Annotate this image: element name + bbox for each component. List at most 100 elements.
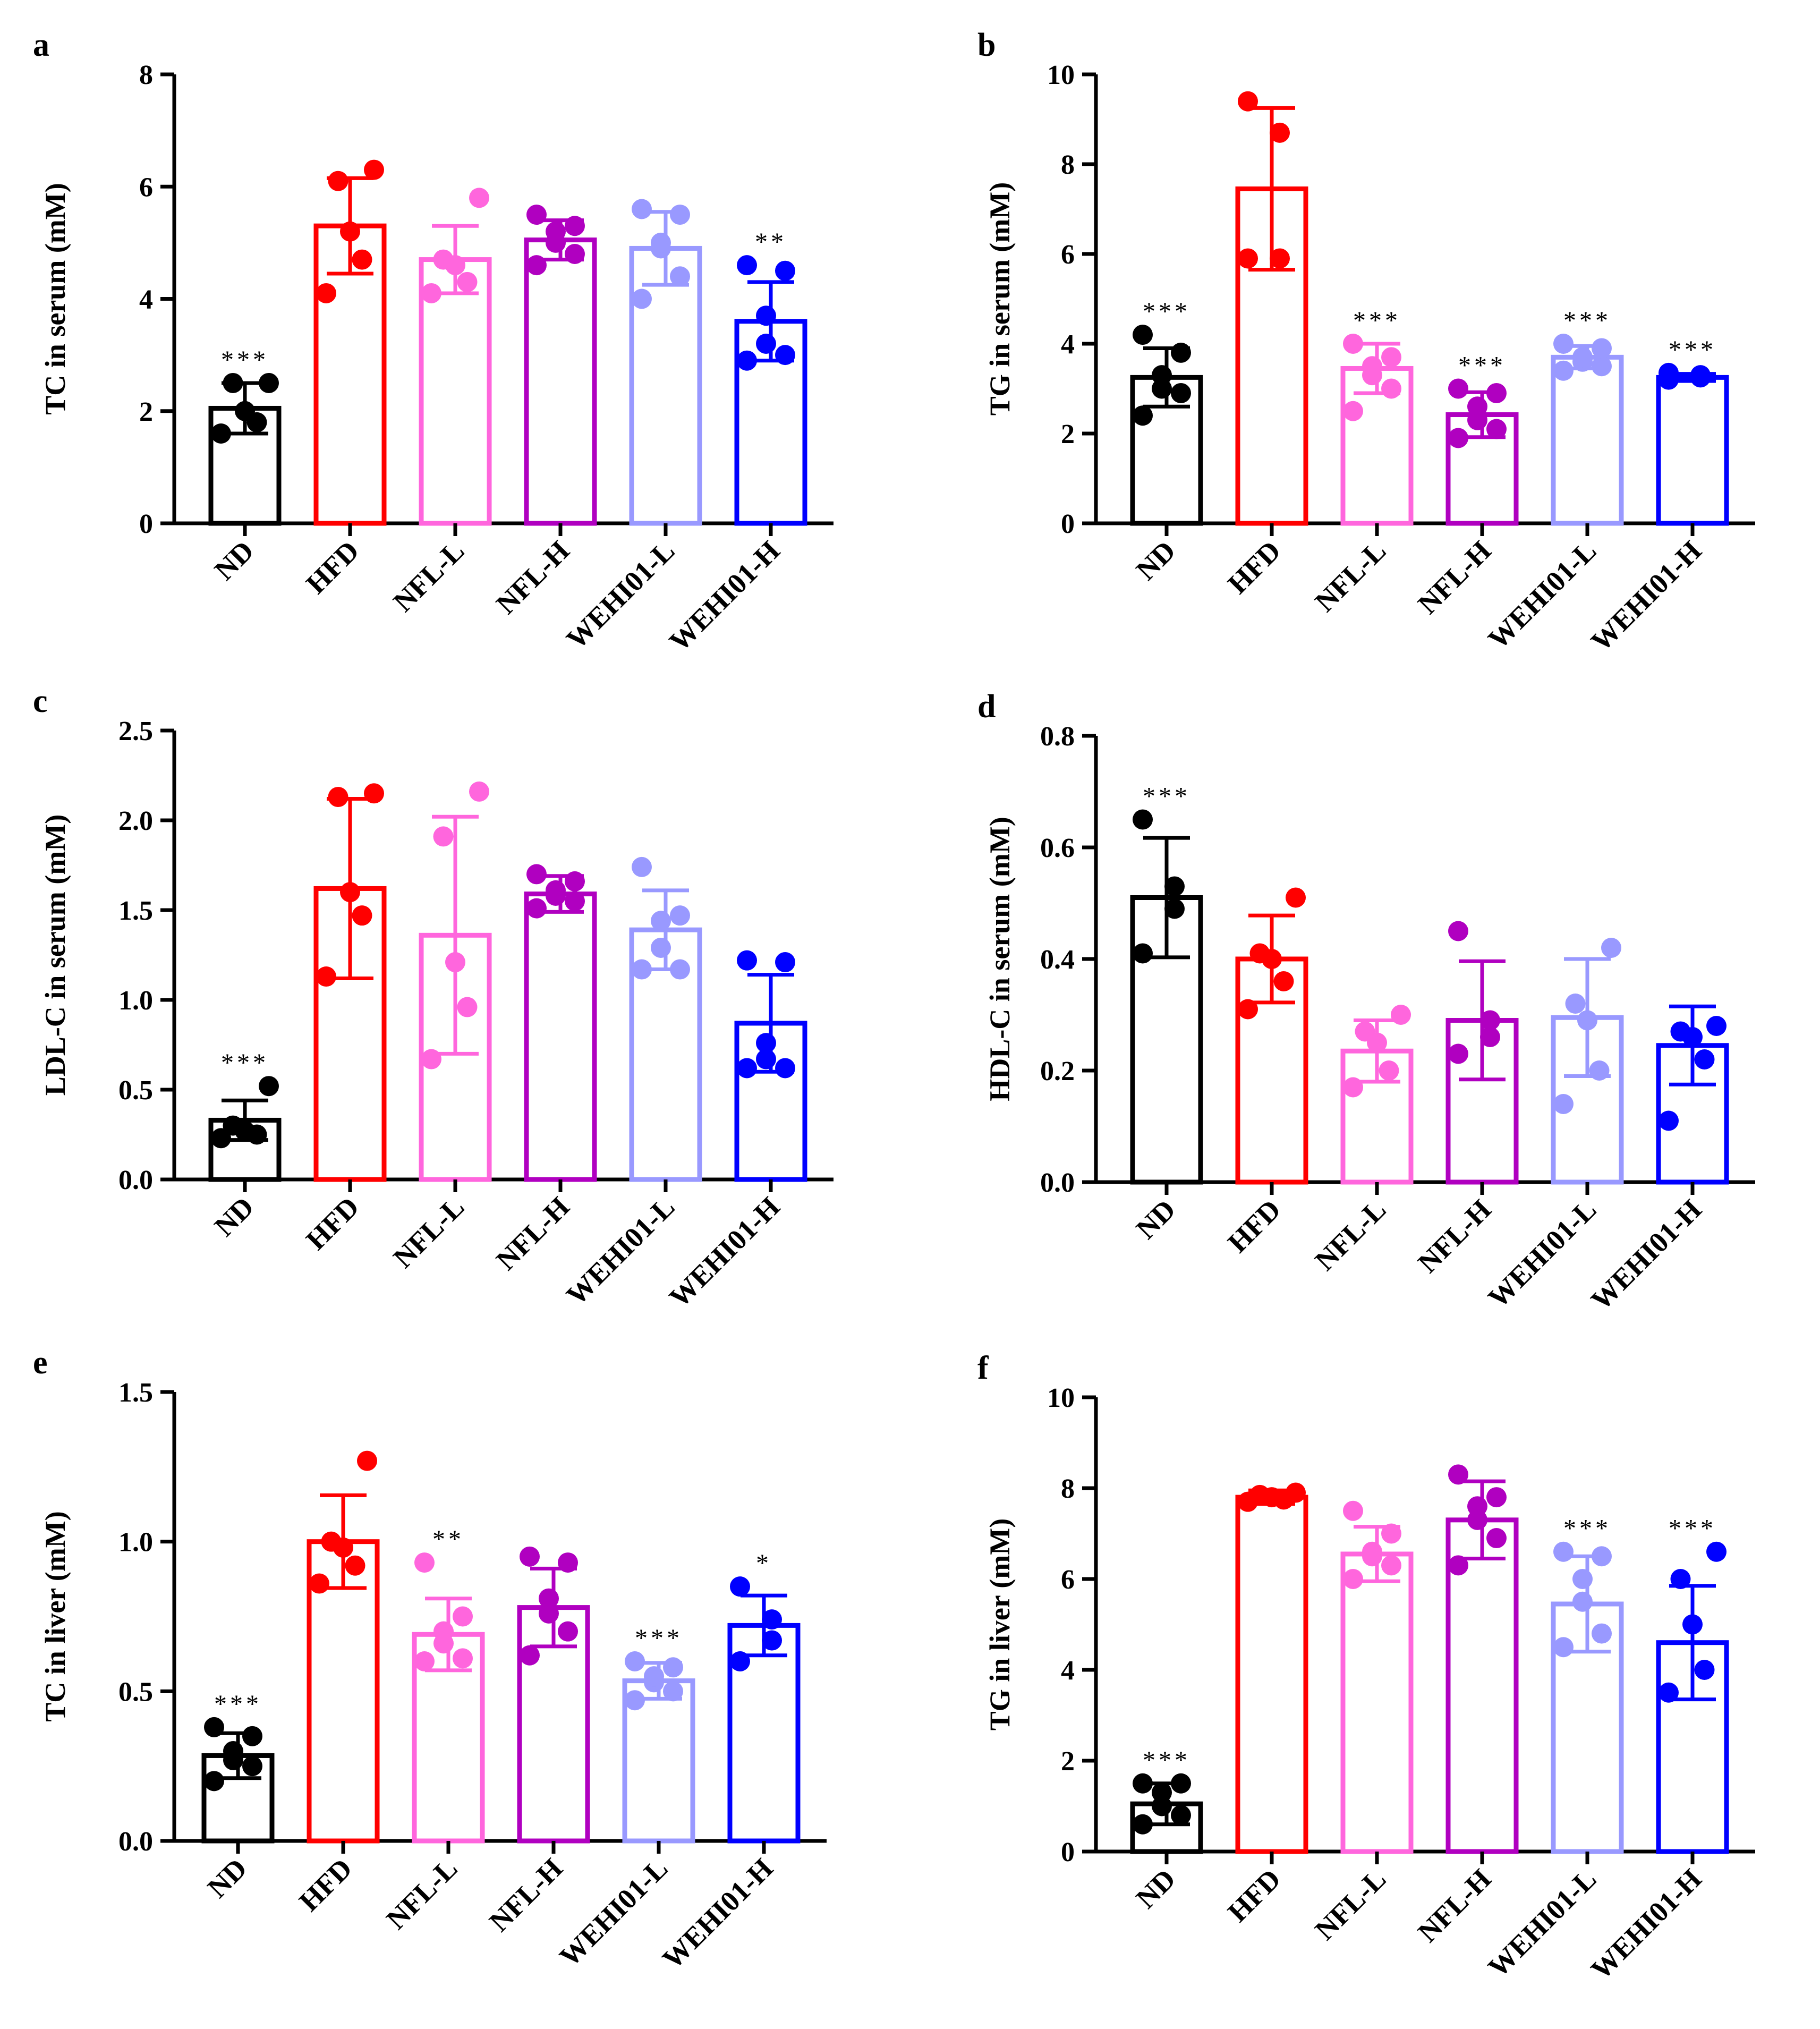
y-tick-label-a: 4 — [139, 285, 153, 315]
data-point-wehi01-h-c — [737, 1058, 757, 1079]
data-point-wehi01-h-f — [1682, 1614, 1703, 1635]
data-point-hfd-c — [340, 882, 360, 903]
y-tick-label-b: 2 — [1061, 419, 1075, 449]
x-tick-label-nd-c: ND — [208, 1191, 260, 1243]
data-point-wehi01-h-d — [1659, 1110, 1679, 1131]
data-point-wehi01-h-c — [775, 1058, 795, 1079]
data-point-nfl-l-d — [1343, 1077, 1363, 1098]
y-tick-label-a: 8 — [139, 60, 153, 90]
y-axis-title-e: TC in liver (mM) — [39, 1511, 71, 1721]
significance-wehi01-l-e: *** — [635, 1624, 683, 1652]
x-tick-label-wehi01-h-c: WEHI01-H — [663, 1191, 786, 1313]
y-tick-label-e: 1.0 — [118, 1527, 153, 1558]
significance-nd-c: *** — [221, 1049, 269, 1077]
data-point-nfl-l-b — [1343, 334, 1363, 354]
x-tick-label-nfl-h-e: NFL-H — [483, 1852, 568, 1938]
x-tick-label-nfl-l-c: NFL-L — [387, 1191, 471, 1274]
data-point-nfl-l-d — [1379, 1060, 1399, 1081]
data-point-nfl-l-f — [1362, 1541, 1382, 1562]
data-point-wehi01-l-c — [670, 959, 690, 980]
data-point-wehi01-h-c — [756, 1049, 776, 1069]
x-tick-label-hfd-b: HFD — [1221, 534, 1287, 600]
y-tick-label-c: 2.5 — [118, 716, 153, 746]
data-point-nd-f — [1171, 1805, 1191, 1826]
data-point-nd-f — [1171, 1773, 1191, 1794]
bar-nfl-l-f — [1340, 1551, 1414, 1854]
x-tick-label-nfl-h-b: NFL-H — [1411, 534, 1497, 620]
x-tick-label-wehi01-l-a: WEHI01-L — [560, 534, 681, 655]
significance-wehi01-h-a: ** — [755, 228, 787, 256]
x-tick-label-nd-a: ND — [208, 534, 260, 587]
panel-e: e 0.0 0.5 1.0 1.5 TC in liver (mM) *** ND HFD ** N… — [33, 1345, 827, 1975]
data-point-wehi01-l-d — [1553, 1094, 1574, 1114]
data-point-nfl-h-c — [565, 871, 585, 892]
significance-wehi01-h-e: * — [756, 1549, 772, 1577]
data-point-nd-d — [1164, 876, 1185, 897]
y-axis-title-c: LDL-C in serum (mM) — [39, 814, 71, 1096]
data-point-hfd-a — [328, 171, 348, 191]
data-point-nfl-h-f — [1486, 1528, 1507, 1549]
data-point-nfl-l-c — [433, 826, 454, 847]
data-point-hfd-c — [364, 783, 384, 804]
data-point-nd-b — [1133, 405, 1153, 426]
data-point-wehi01-l-e — [663, 1681, 683, 1702]
data-point-nd-c — [223, 1115, 243, 1136]
data-point-nfl-h-a — [565, 244, 585, 264]
data-point-nd-d — [1133, 809, 1153, 830]
data-point-nd-e — [204, 1771, 224, 1792]
data-point-nd-b — [1133, 325, 1153, 345]
data-point-nd-e — [204, 1717, 224, 1737]
bar-nfl-h-c — [524, 892, 597, 1182]
y-tick-label-e: 0.0 — [118, 1827, 153, 1857]
data-point-hfd-b — [1238, 91, 1258, 112]
data-point-hfd-c — [352, 905, 372, 926]
significance-nd-e: *** — [214, 1690, 262, 1718]
data-point-wehi01-l-d — [1601, 938, 1621, 958]
significance-nfl-l-b: *** — [1353, 307, 1401, 335]
data-point-wehi01-h-d — [1706, 1016, 1727, 1036]
panel-c: c 0.0 0.5 1.0 1.5 2.0 2.5 LDL-C in serum (mM) **… — [33, 683, 834, 1313]
data-point-nd-b — [1171, 342, 1191, 363]
y-tick-label-f: 6 — [1061, 1565, 1075, 1595]
panel-label-c: c — [33, 683, 48, 719]
data-point-wehi01-l-d — [1577, 1010, 1597, 1031]
x-tick-label-wehi01-l-d: WEHI01-L — [1482, 1193, 1602, 1314]
data-point-wehi01-h-d — [1694, 1049, 1715, 1069]
x-tick-label-nfl-l-e: NFL-L — [380, 1852, 464, 1935]
y-tick-label-c: 0.5 — [118, 1075, 153, 1106]
data-point-nfl-l-f — [1343, 1569, 1363, 1589]
y-tick-label-a: 0 — [139, 509, 153, 539]
data-point-nd-a — [211, 423, 231, 444]
data-point-nd-f — [1152, 1782, 1172, 1803]
significance-wehi01-l-f: *** — [1563, 1515, 1611, 1543]
data-point-wehi01-l-d — [1565, 994, 1586, 1014]
data-point-nfl-h-b — [1448, 428, 1468, 448]
data-point-hfd-c — [328, 787, 348, 808]
data-point-hfd-e — [309, 1573, 329, 1594]
data-point-wehi01-l-f — [1572, 1569, 1593, 1589]
x-tick-label-nd-d: ND — [1130, 1193, 1182, 1245]
data-point-nfl-h-c — [565, 891, 585, 912]
data-point-nfl-h-f — [1467, 1496, 1487, 1517]
x-tick-label-nfl-h-f: NFL-H — [1411, 1863, 1497, 1948]
data-point-wehi01-h-e — [762, 1609, 782, 1630]
y-tick-label-f: 2 — [1061, 1746, 1075, 1777]
y-tick-label-c: 1.0 — [118, 986, 153, 1016]
data-point-nfl-l-e — [414, 1552, 435, 1573]
data-point-nfl-l-c — [469, 781, 489, 802]
data-point-nfl-h-e — [520, 1645, 540, 1666]
data-point-hfd-d — [1286, 887, 1306, 908]
data-point-nfl-h-d — [1480, 1027, 1500, 1047]
data-point-wehi01-l-e — [625, 1690, 645, 1711]
data-point-hfd-e — [345, 1555, 365, 1576]
bar-hfd-f — [1235, 1495, 1308, 1854]
data-point-wehi01-l-f — [1592, 1623, 1612, 1644]
x-tick-label-nfl-l-d: NFL-L — [1309, 1193, 1392, 1277]
y-tick-label-e: 0.5 — [118, 1677, 153, 1707]
data-point-hfd-f — [1286, 1482, 1306, 1503]
data-point-hfd-a — [316, 283, 336, 303]
data-point-wehi01-h-a — [737, 350, 757, 371]
x-tick-label-hfd-f: HFD — [1221, 1863, 1287, 1928]
